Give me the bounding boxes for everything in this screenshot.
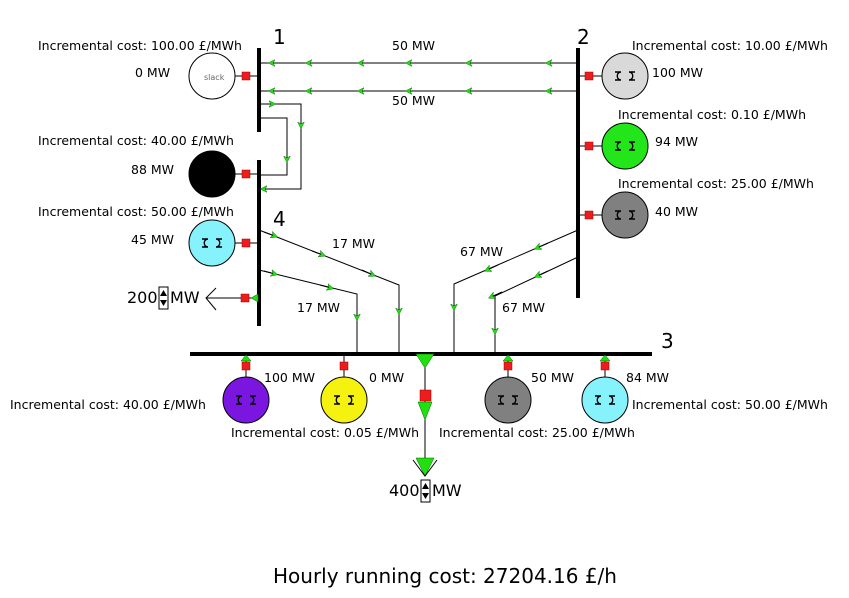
gen-bus3-yellow-body [320, 376, 368, 424]
gen-bus4-purple-output: 88 MW [131, 162, 174, 177]
gen-bus3-darkgray[interactable] [484, 354, 532, 424]
gen-bus2-darkgray-output: 40 MW [655, 204, 698, 219]
breaker-gen-bus3-purple[interactable] [241, 361, 251, 371]
breaker-load-bus3[interactable] [419, 389, 432, 402]
load-bus4-unit: MW [170, 288, 200, 307]
gen-bus1-slack[interactable]: slack [188, 52, 259, 100]
load-bus3-spinner[interactable] [420, 479, 431, 503]
breaker-gen-bus2-darkgray[interactable] [584, 210, 594, 220]
flow-4-3-lower-label: 17 MW [297, 300, 340, 315]
breaker-gen-bus2-green[interactable] [584, 141, 594, 151]
gen-bus4-purple-body [188, 150, 236, 198]
gen-bus2-darkgray[interactable] [578, 191, 649, 239]
bus-3-label: 3 [661, 329, 674, 353]
flow-2-3-upper-label: 67 MW [460, 244, 503, 259]
bus-1-label: 1 [273, 25, 286, 49]
gen-bus4-cyan[interactable] [188, 219, 259, 267]
load-bus3[interactable] [412, 353, 438, 477]
line-2-3-lower[interactable] [491, 256, 579, 354]
line-4-3-upper[interactable] [258, 229, 399, 354]
gen-bus1-slack-output: 0 MW [135, 65, 170, 80]
gen-bus2-green-body [601, 122, 649, 170]
flow-2-1-bottom-label: 50 MW [392, 93, 435, 108]
breaker-gen-bus4-cyan[interactable] [241, 238, 251, 248]
breaker-gen-bus4-purple[interactable] [241, 169, 251, 179]
gen-bus3-yellow-cost: Incremental cost: 0.05 £/MWh [231, 425, 419, 440]
bus-2-label: 2 [577, 25, 590, 49]
breaker-gen-bus3-cyan[interactable] [600, 361, 610, 371]
gen-bus2-lightgray-body [601, 52, 649, 100]
gen-bus3-darkgray-body [484, 376, 532, 424]
breaker-gen-bus3-yellow[interactable] [339, 361, 349, 371]
gen-bus3-purple-body [222, 376, 270, 424]
gen-bus4-cyan-body [188, 219, 236, 267]
gen-bus3-cyan[interactable] [581, 354, 629, 424]
gen-bus3-cyan-cost: Incremental cost: 50.00 £/MWh [632, 397, 828, 412]
line-1-4-b[interactable] [259, 117, 287, 176]
breaker-load-bus4[interactable] [240, 293, 250, 303]
gen-bus3-darkgray-output: 50 MW [531, 370, 574, 385]
bus-4-label: 4 [273, 207, 286, 231]
load-bus3-value: 400 [389, 481, 420, 500]
load-bus3-unit: MW [432, 481, 462, 500]
hourly-running-cost: Hourly running cost: 27204.16 £/h [273, 564, 617, 588]
gen-bus4-purple-cost: Incremental cost: 40.00 £/MWh [38, 133, 234, 148]
gen-bus3-darkgray-cost: Incremental cost: 25.00 £/MWh [439, 425, 635, 440]
gen-bus2-darkgray-cost: Incremental cost: 25.00 £/MWh [618, 176, 814, 191]
gen-bus4-purple[interactable] [188, 150, 259, 198]
gen-bus2-lightgray-output: 100 MW [652, 65, 703, 80]
breaker-gen-bus3-darkgray[interactable] [503, 361, 513, 371]
line-1-4-a[interactable] [259, 104, 301, 189]
gen-bus3-purple-cost: Incremental cost: 40.00 £/MWh [10, 397, 206, 412]
slack-badge: slack [204, 73, 225, 82]
load-bus4[interactable] [205, 287, 259, 311]
gen-bus1-slack-body [188, 52, 236, 100]
gen-bus2-lightgray-cost: Incremental cost: 10.00 £/MWh [632, 38, 828, 53]
gen-bus2-green[interactable] [578, 122, 649, 170]
breaker-gen-bus1-slack[interactable] [241, 71, 251, 81]
gen-bus3-purple-output: 100 MW [264, 370, 315, 385]
breaker-gen-bus2-lightgray[interactable] [584, 71, 594, 81]
gen-bus2-darkgray-body [601, 191, 649, 239]
line-2-3-upper[interactable] [454, 229, 579, 354]
gen-bus3-yellow[interactable] [320, 354, 368, 424]
gen-bus3-yellow-output: 0 MW [369, 370, 404, 385]
flow-2-3-lower-label: 67 MW [502, 300, 545, 315]
gen-bus2-green-output: 94 MW [655, 134, 698, 149]
gen-bus4-cyan-output: 45 MW [131, 232, 174, 247]
gen-bus4-cyan-cost: Incremental cost: 50.00 £/MWh [38, 204, 234, 219]
gen-bus3-cyan-body [581, 376, 629, 424]
gen-bus1-slack-cost: Incremental cost: 100.00 £/MWh [38, 38, 242, 53]
gen-bus2-green-cost: Incremental cost: 0.10 £/MWh [618, 107, 806, 122]
gen-bus3-cyan-output: 84 MW [626, 370, 669, 385]
flow-2-1-top-label: 50 MW [392, 38, 435, 53]
load-bus4-value: 200 [127, 288, 158, 307]
load-bus4-spinner[interactable] [158, 286, 169, 310]
gen-bus2-lightgray[interactable] [578, 52, 649, 100]
gen-bus3-purple[interactable] [222, 354, 270, 424]
flow-4-3-upper-label: 17 MW [332, 236, 375, 251]
line-4-3-lower[interactable] [258, 269, 357, 354]
